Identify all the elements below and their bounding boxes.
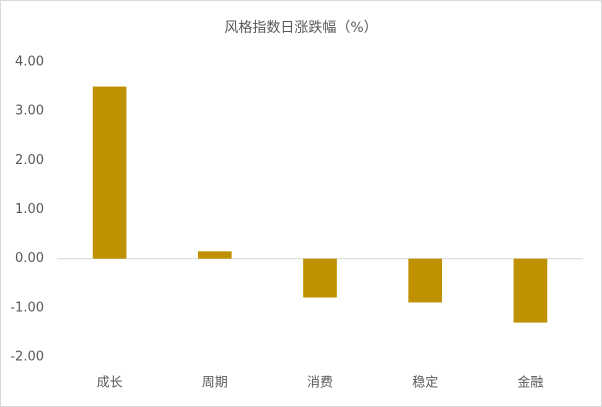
- x-tick-label: 成长: [97, 376, 123, 391]
- x-tick-label: 金融: [517, 375, 543, 391]
- bar: [408, 258, 443, 303]
- bar: [92, 86, 127, 259]
- y-tick-label: -2.00: [10, 350, 44, 365]
- chart-title: 风格指数日涨跌幅（%）: [224, 20, 377, 36]
- x-tick-label: 周期: [202, 376, 228, 391]
- bar: [513, 258, 548, 323]
- bar: [197, 251, 232, 259]
- x-tick-label: 消费: [307, 376, 333, 391]
- y-tick-label: 3.00: [15, 104, 44, 119]
- x-tick-label: 稳定: [412, 375, 438, 391]
- y-tick-label: -1.00: [10, 300, 44, 315]
- y-tick-label: 0.00: [15, 251, 44, 266]
- y-tick-label: 2.00: [15, 153, 44, 168]
- y-tick-label: 4.00: [15, 55, 44, 70]
- y-tick-label: 1.00: [15, 202, 44, 217]
- bar: [303, 258, 337, 298]
